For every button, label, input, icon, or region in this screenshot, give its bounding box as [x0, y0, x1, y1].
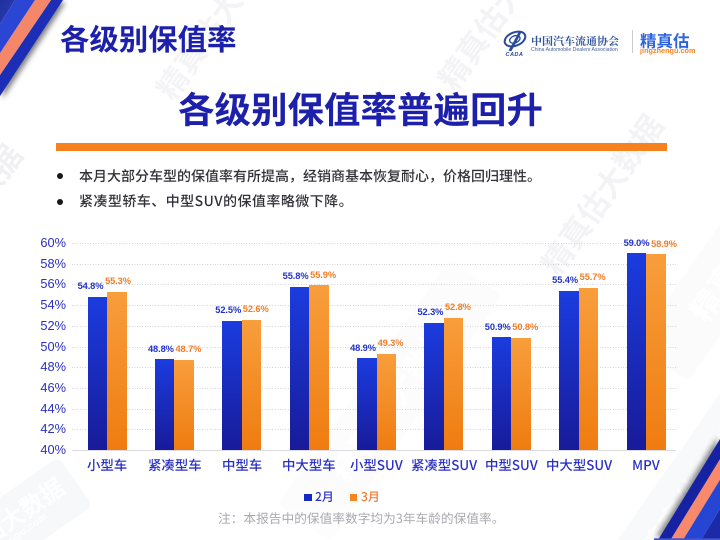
- svg-text:CADA: CADA: [506, 52, 524, 58]
